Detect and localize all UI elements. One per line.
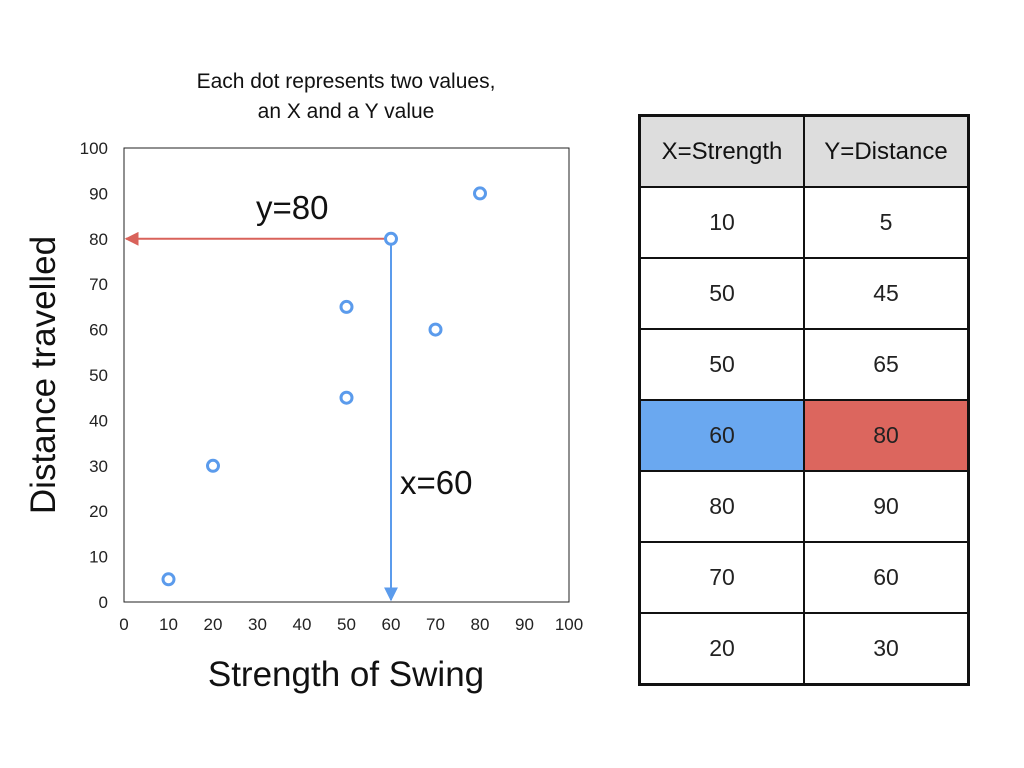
- table-cell-y: 80: [803, 399, 970, 472]
- x-tick-label: 30: [248, 615, 267, 634]
- x-tick-label: 100: [555, 615, 583, 634]
- x-tick-label: 10: [159, 615, 178, 634]
- table-row: 10 5: [638, 186, 970, 259]
- table-cell-y: 60: [803, 541, 970, 614]
- table-cell-x: 80: [638, 470, 805, 543]
- table-cell-y: 5: [803, 186, 970, 259]
- table-cell-x: 50: [638, 328, 805, 401]
- x-value-annotation: x=60: [400, 464, 472, 501]
- x-tick-label: 90: [515, 615, 534, 634]
- x-tick-label: 50: [337, 615, 356, 634]
- table-cell-y: 45: [803, 257, 970, 330]
- table-header-row: X=Strength Y=Distance: [638, 114, 970, 188]
- x-tick-label: 0: [119, 615, 128, 634]
- table-row: 50 65: [638, 328, 970, 401]
- x-tick-label: 70: [426, 615, 445, 634]
- table-row: 80 90: [638, 470, 970, 543]
- y-value-annotation: y=80: [256, 189, 328, 226]
- y-tick-label: 100: [80, 139, 108, 158]
- x-tick-label: 60: [382, 615, 401, 634]
- y-tick-label: 50: [89, 366, 108, 385]
- y-tick-label: 80: [89, 230, 108, 249]
- y-tick-label: 30: [89, 457, 108, 476]
- table-cell-x: 20: [638, 612, 805, 686]
- highlight-guides: [124, 231, 398, 602]
- y-tick-label: 10: [89, 548, 108, 567]
- x-axis-title: Strength of Swing: [208, 655, 484, 694]
- y-axis-title: Distance travelled: [24, 236, 63, 514]
- data-point: [206, 458, 220, 473]
- chart-title-line-1: Each dot represents two values,: [197, 70, 496, 93]
- y-axis-ticks: 0 10 20 30 40 50 60 70 80 90 100: [80, 139, 108, 612]
- x-axis-ticks: 0 10 20 30 40 50 60 70 80 90 100: [119, 615, 583, 634]
- table-row: 70 60: [638, 541, 970, 614]
- table-header-y: Y=Distance: [803, 114, 970, 188]
- y-tick-label: 60: [89, 321, 108, 340]
- y-tick-label: 70: [89, 275, 108, 294]
- data-point: [428, 322, 443, 337]
- table-cell-y: 30: [803, 612, 970, 686]
- data-point: [339, 299, 354, 314]
- y-tick-label: 0: [99, 593, 108, 612]
- plot-area-frame: [123, 147, 570, 603]
- data-table: X=Strength Y=Distance 10 5 50 45 50 65 6…: [638, 114, 970, 686]
- data-point: [384, 231, 398, 246]
- x-tick-label: 20: [204, 615, 223, 634]
- data-point: [339, 390, 354, 405]
- table-cell-x: 70: [638, 541, 805, 614]
- table-cell-x: 60: [638, 399, 805, 472]
- y-tick-label: 20: [89, 502, 108, 521]
- table-row: 60 80: [638, 399, 970, 472]
- x-tick-label: 80: [471, 615, 490, 634]
- table-cell-y: 65: [803, 328, 970, 401]
- table-header-x: X=Strength: [638, 114, 805, 188]
- y-tick-label: 40: [89, 411, 108, 430]
- data-point: [161, 572, 176, 587]
- table-row: 50 45: [638, 257, 970, 330]
- x-tick-label: 40: [293, 615, 312, 634]
- table-cell-x: 10: [638, 186, 805, 259]
- data-points: [161, 186, 487, 587]
- table-cell-y: 90: [803, 470, 970, 543]
- table-row: 20 30: [638, 612, 970, 686]
- data-point: [473, 186, 487, 201]
- chart-title-line-2: an X and a Y value: [258, 100, 435, 123]
- table-cell-x: 50: [638, 257, 805, 330]
- y-tick-label: 90: [89, 184, 108, 203]
